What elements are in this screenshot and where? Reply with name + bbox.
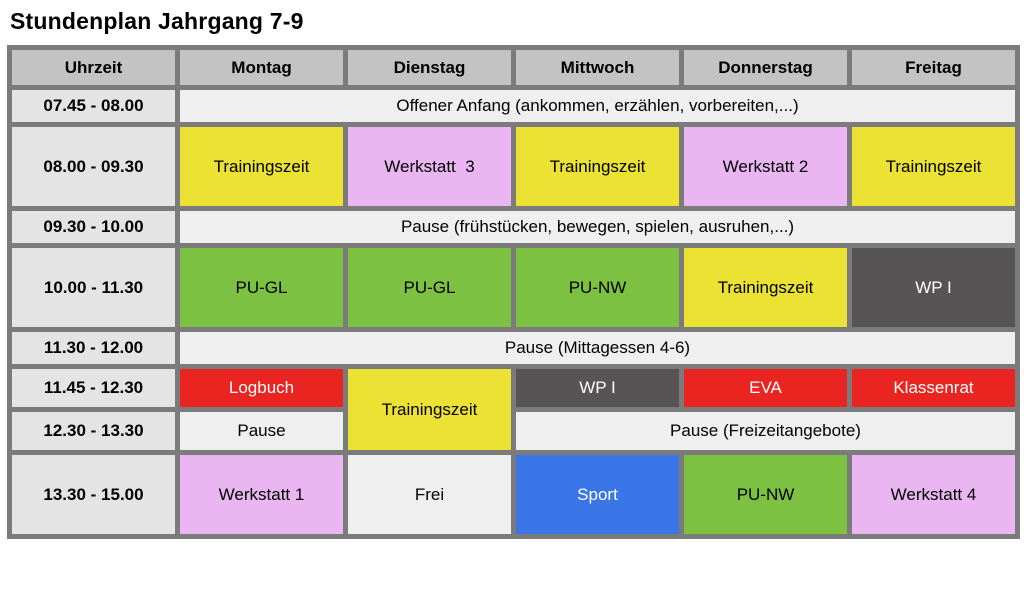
cell-pause-freizeitangebote: Pause (Freizeitangebote) xyxy=(511,407,1020,455)
cell-label: PU-GL xyxy=(235,277,288,297)
time-1230: 12.30 - 13.30 xyxy=(7,407,180,455)
cell-label: EVA xyxy=(749,378,782,398)
cell-freitag-trainingszeit-0800: Trainingszeit xyxy=(847,122,1020,211)
header-label: Freitag xyxy=(905,57,962,77)
cell-montag-pugl: PU-GL xyxy=(175,243,348,332)
cell-label: Trainingszeit xyxy=(381,399,478,419)
cell-label: Logbuch xyxy=(228,378,295,398)
cell-label: Pause xyxy=(237,421,286,441)
cell-label: Frei xyxy=(414,484,445,504)
header-donnerstag: Donnerstag xyxy=(679,45,852,90)
cell-mittwoch-wp1-1145: WP I xyxy=(511,364,684,412)
page-title: Stundenplan Jahrgang 7-9 xyxy=(10,8,304,34)
cell-pause-fruehstueck: Pause (frühstücken, bewegen, spielen, au… xyxy=(175,206,1020,248)
cell-label: Pause (Mittagessen 4-6) xyxy=(504,338,691,358)
header-label: Donnerstag xyxy=(718,57,813,77)
time-0745: 07.45 - 08.00 xyxy=(7,85,180,127)
row-0930: 09.30 - 10.00 Pause (frühstücken, bewege… xyxy=(7,206,1020,248)
cell-dienstag-pugl: PU-GL xyxy=(343,243,516,332)
cell-donnerstag-trainingszeit-1000: Trainingszeit xyxy=(679,243,852,332)
row-1330: 13.30 - 15.00 Werkstatt 1 Frei Sport PU-… xyxy=(7,450,1020,539)
cell-label: Werkstatt 1 xyxy=(218,484,305,504)
cell-pause-mittagessen: Pause (Mittagessen 4-6) xyxy=(175,327,1020,369)
header-label: Uhrzeit xyxy=(64,57,123,77)
time-label: 10.00 - 11.30 xyxy=(43,277,144,297)
cell-dienstag-frei: Frei xyxy=(343,450,516,539)
cell-mittwoch-punw: PU-NW xyxy=(511,243,684,332)
cell-label: WP I xyxy=(915,277,952,297)
time-1330: 13.30 - 15.00 xyxy=(7,450,180,539)
time-label: 13.30 - 15.00 xyxy=(43,484,144,504)
time-1145: 11.45 - 12.30 xyxy=(7,364,180,412)
row-0800: 08.00 - 09.30 Trainingszeit Werkstatt 3 … xyxy=(7,122,1020,211)
time-label: 11.45 - 12.30 xyxy=(43,378,144,398)
header-dienstag: Dienstag xyxy=(343,45,516,90)
header-label: Montag xyxy=(231,57,292,77)
cell-label: Offener Anfang (ankommen, erzählen, vorb… xyxy=(396,96,799,116)
cell-montag-pause: Pause xyxy=(175,407,348,455)
time-0800: 08.00 - 09.30 xyxy=(7,122,180,211)
row-1145: 11.45 - 12.30 Logbuch Trainingszeit WP I… xyxy=(7,364,1020,455)
header-mittwoch: Mittwoch xyxy=(511,45,684,90)
header-row: Uhrzeit Montag Dienstag Mittwoch Donners… xyxy=(7,45,1020,90)
row-1230: 12.30 - 13.30 Pause Pause (Freizeitangeb… xyxy=(7,407,1020,455)
row-1130: 11.30 - 12.00 Pause (Mittagessen 4-6) xyxy=(7,327,1020,369)
time-0930: 09.30 - 10.00 xyxy=(7,206,180,248)
cell-mittwoch-trainingszeit-0800: Trainingszeit xyxy=(511,122,684,211)
cell-label: Sport xyxy=(577,484,618,504)
cell-freitag-wp1-1000: WP I xyxy=(847,243,1020,332)
cell-montag-werkstatt1: Werkstatt 1 xyxy=(175,450,348,539)
cell-label: Pause (Freizeitangebote) xyxy=(670,421,861,441)
cell-label: Trainingszeit xyxy=(549,156,646,176)
cell-label: Werkstatt 4 xyxy=(890,484,977,504)
time-1000: 10.00 - 11.30 xyxy=(7,243,180,332)
cell-freitag-klassenrat: Klassenrat xyxy=(847,364,1020,412)
cell-donnerstag-eva: EVA xyxy=(679,364,852,412)
cell-label: Klassenrat xyxy=(893,378,974,398)
cell-montag-trainingszeit-0800: Trainingszeit xyxy=(175,122,348,211)
header-uhrzeit: Uhrzeit xyxy=(7,45,180,90)
time-label: 09.30 - 10.00 xyxy=(43,217,144,237)
header-label: Dienstag xyxy=(393,57,466,77)
cell-freitag-werkstatt4: Werkstatt 4 xyxy=(847,450,1020,539)
cell-label: Pause (frühstücken, bewegen, spielen, au… xyxy=(400,217,795,237)
time-label: 11.30 - 12.00 xyxy=(43,338,144,358)
cell-donnerstag-werkstatt2: Werkstatt 2 xyxy=(679,122,852,211)
row-0745: 07.45 - 08.00 Offener Anfang (ankommen, … xyxy=(7,85,1020,127)
cell-label: Trainingszeit xyxy=(213,156,310,176)
cell-mittwoch-sport: Sport xyxy=(511,450,684,539)
cell-dienstag-werkstatt3: Werkstatt 3 xyxy=(343,122,516,211)
cell-label: PU-NW xyxy=(736,484,795,504)
cell-label: PU-GL xyxy=(403,277,456,297)
timetable: Uhrzeit Montag Dienstag Mittwoch Donners… xyxy=(7,45,1020,539)
time-1130: 11.30 - 12.00 xyxy=(7,327,180,369)
time-label: 08.00 - 09.30 xyxy=(43,156,144,176)
cell-label: WP I xyxy=(579,378,616,398)
cell-label: Trainingszeit xyxy=(717,277,814,297)
cell-label: Werkstatt 3 xyxy=(384,156,475,176)
time-label: 07.45 - 08.00 xyxy=(43,96,144,116)
row-1000: 10.00 - 11.30 PU-GL PU-GL PU-NW Training… xyxy=(7,243,1020,332)
cell-label: Trainingszeit xyxy=(885,156,982,176)
header-label: Mittwoch xyxy=(560,57,635,77)
header-montag: Montag xyxy=(175,45,348,90)
header-freitag: Freitag xyxy=(847,45,1020,90)
cell-donnerstag-punw: PU-NW xyxy=(679,450,852,539)
cell-dienstag-trainingszeit-1145: Trainingszeit xyxy=(343,364,516,455)
time-label: 12.30 - 13.30 xyxy=(43,421,144,441)
cell-label: PU-NW xyxy=(568,277,627,297)
cell-offener-anfang: Offener Anfang (ankommen, erzählen, vorb… xyxy=(175,85,1020,127)
cell-montag-logbuch: Logbuch xyxy=(175,364,348,412)
cell-label: Werkstatt 2 xyxy=(722,156,809,176)
